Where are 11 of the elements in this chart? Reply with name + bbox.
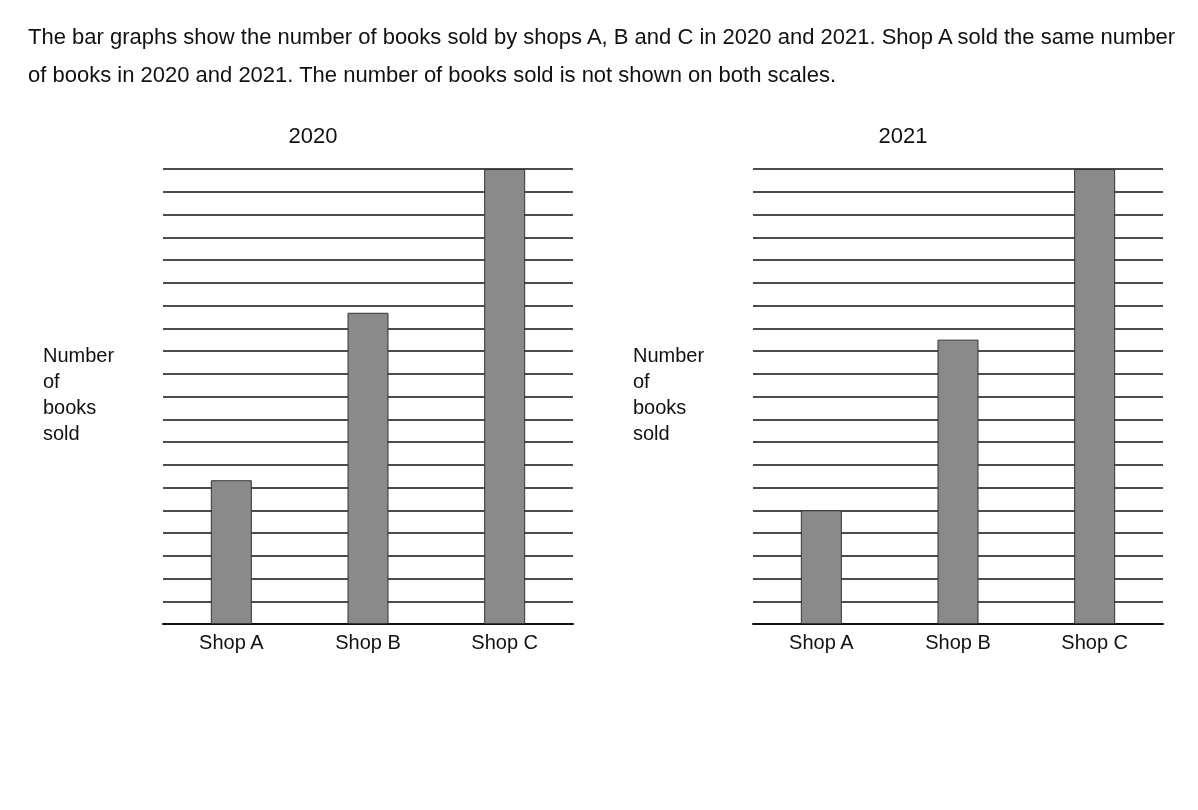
- y-axis-title: Number of books sold: [633, 344, 705, 444]
- chart-title: 2020: [288, 122, 338, 148]
- x-tick-label: Shop B: [335, 631, 401, 653]
- y-axis-title: Number of books sold: [43, 344, 115, 444]
- x-tick-label: Shop B: [925, 631, 991, 653]
- text: The bar graphs show the number of books sold by shops A, B and C in 2020 and 2021. Shop A sold the same number of books in 2020 and 2021. The number of books sold is not shown on both scales.: [27, 23, 1177, 89]
- chart-title: 2021: [878, 122, 928, 148]
- x-tick-label: Shop A: [199, 631, 265, 653]
- x-tick-label: Shop A: [789, 631, 855, 653]
- x-tick-label: Shop C: [471, 631, 539, 653]
- x-tick-label: Shop C: [1061, 631, 1129, 653]
